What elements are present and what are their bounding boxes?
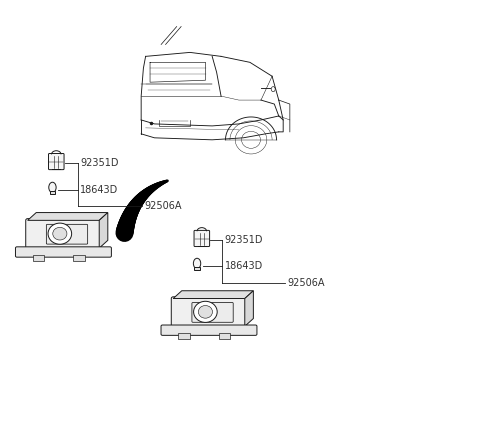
FancyBboxPatch shape bbox=[194, 230, 210, 246]
Circle shape bbox=[198, 306, 213, 318]
Bar bbox=[33, 255, 44, 261]
Text: 92351D: 92351D bbox=[225, 235, 263, 245]
FancyBboxPatch shape bbox=[48, 154, 64, 170]
Bar bbox=[219, 333, 230, 339]
Bar bbox=[194, 267, 200, 270]
Text: 18643D: 18643D bbox=[80, 185, 119, 195]
FancyBboxPatch shape bbox=[171, 297, 247, 328]
Bar bbox=[73, 255, 85, 261]
FancyBboxPatch shape bbox=[26, 218, 101, 250]
FancyBboxPatch shape bbox=[161, 325, 257, 335]
Circle shape bbox=[53, 227, 67, 240]
Polygon shape bbox=[245, 291, 253, 326]
Text: 92506A: 92506A bbox=[288, 278, 325, 289]
Ellipse shape bbox=[49, 182, 56, 193]
Text: 18643D: 18643D bbox=[225, 261, 263, 271]
Polygon shape bbox=[99, 212, 108, 248]
Text: 92351D: 92351D bbox=[80, 158, 119, 168]
FancyBboxPatch shape bbox=[15, 247, 111, 257]
Circle shape bbox=[48, 223, 72, 244]
Bar bbox=[178, 333, 190, 339]
Bar bbox=[49, 191, 55, 194]
Circle shape bbox=[193, 301, 217, 322]
FancyBboxPatch shape bbox=[47, 224, 88, 244]
Polygon shape bbox=[173, 291, 253, 298]
FancyBboxPatch shape bbox=[192, 303, 233, 322]
Text: 92506A: 92506A bbox=[144, 202, 182, 212]
Polygon shape bbox=[28, 212, 108, 220]
Ellipse shape bbox=[193, 258, 201, 269]
